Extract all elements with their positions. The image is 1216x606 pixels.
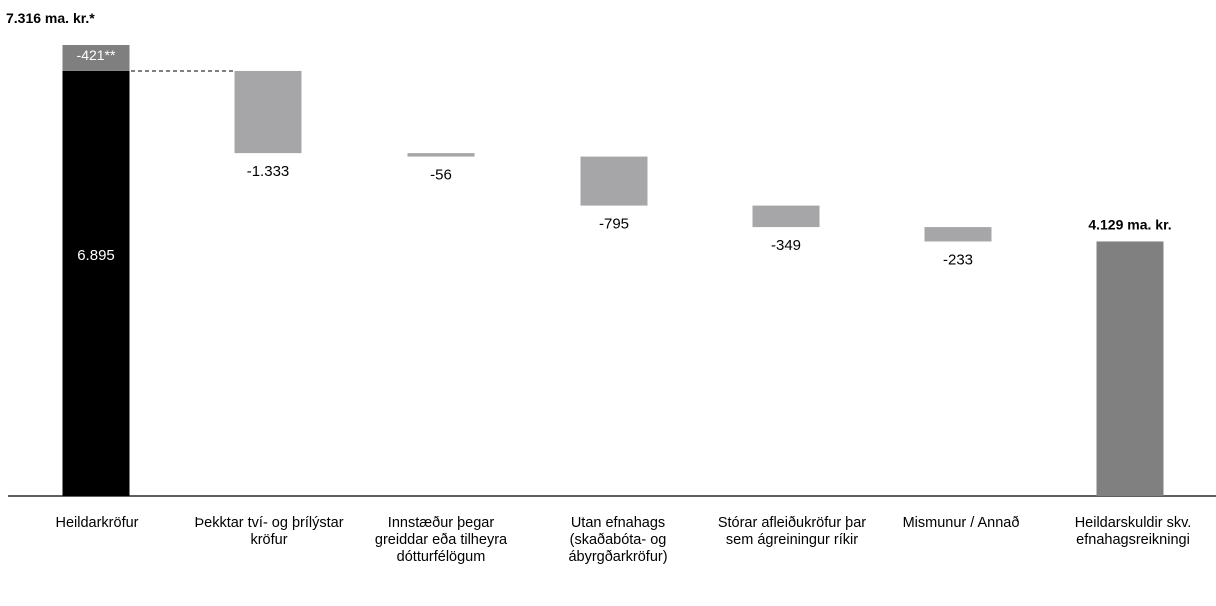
bar-end [1096,241,1164,496]
bar-start-adjustment [62,45,130,71]
bar-change-5 [924,227,992,242]
bar-change-1 [234,70,302,154]
bar-change-label-1: -1.333 [247,163,290,180]
bar-change-label-5: -233 [943,251,973,268]
category-label-thekktar: Þekktar tví- og þrílýstar kröfur [194,515,344,548]
category-label-heildarskuldir: Heildarskuldir skv. efnahagsreikningi [1074,515,1192,548]
category-label-heildarkrofur: Heildarkröfur [55,515,139,531]
bar-change-3 [580,156,648,206]
category-label-storar-afleidukrofur: Stórar afleiðukröfur þar sem ágreiningur… [717,515,867,548]
bar-start-total-label: 7.316 ma. kr.* [6,10,95,26]
category-label-innstaedur: Innstæður þegar greiddar eða tilheyra dó… [374,515,508,565]
bar-start-value-label: 6.895 [77,247,115,264]
bar-change-2 [407,153,475,157]
bar-change-4 [752,205,820,228]
bar-start [62,70,130,496]
bar-end-total-label: 4.129 ma. kr. [1088,216,1171,232]
category-label-mismunur: Mismunur / Annað [902,515,1020,531]
bar-change-label-4: -349 [771,237,801,254]
bar-start-adjustment-label: -421** [77,47,116,63]
bar-change-label-3: -795 [599,216,629,233]
category-label-utan-efnahags: Utan efnahags (skaðabóta- og ábyrgðarkrö… [568,515,668,565]
bar-change-label-2: -56 [430,167,452,184]
